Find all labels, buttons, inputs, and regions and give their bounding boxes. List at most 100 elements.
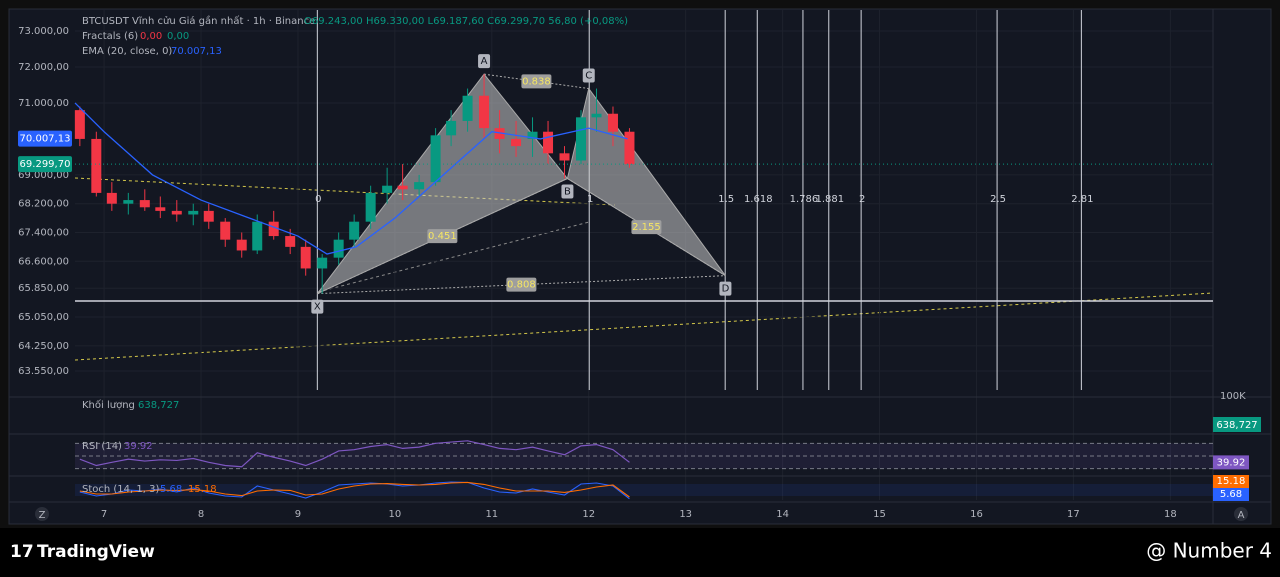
pattern-point: D — [722, 284, 730, 295]
stoch-box-label-d: 15.18 — [1217, 476, 1246, 487]
stoch-box-k — [1213, 488, 1249, 501]
rsi-box-label: 39.92 — [1217, 457, 1246, 468]
candle-body — [430, 135, 441, 183]
candle-body — [203, 210, 214, 222]
x-tick-label: 8 — [198, 509, 204, 520]
candle-body — [365, 192, 376, 222]
candle-body — [106, 192, 117, 204]
volume-label: Khối lượng — [82, 399, 135, 411]
ratio-label: 0.838 — [522, 76, 551, 87]
auto-button[interactable] — [1234, 507, 1248, 521]
candle-body — [171, 210, 182, 215]
ratio-box — [427, 229, 458, 244]
x-tick-label: 7 — [101, 509, 107, 520]
zoom-icon: Z — [39, 510, 46, 521]
fractal-up: 0,00 — [167, 31, 189, 42]
brand: TradingView — [37, 542, 155, 562]
volume-axis: 100K — [1220, 391, 1246, 402]
volume-box-value: 638,727 — [1216, 420, 1257, 431]
volume-box — [1213, 417, 1261, 432]
candle-body — [446, 120, 457, 136]
pattern-point-box — [719, 281, 732, 296]
price-box-label: 70.007,13 — [20, 134, 71, 145]
candle-body — [575, 117, 586, 161]
ema-label: EMA (20, close, 0) — [82, 46, 172, 57]
candle-body — [414, 182, 425, 190]
candle-body — [300, 246, 311, 269]
y-tick-label: 67.400,00 — [18, 227, 69, 238]
auto-icon: A — [1238, 510, 1245, 521]
candle-body — [543, 131, 554, 154]
stoch-d — [79, 481, 630, 498]
candle-body — [511, 138, 522, 147]
pattern-point-box — [311, 299, 324, 314]
ratio-label: 2.155 — [632, 222, 661, 233]
y-tick-label: 65.850,00 — [18, 283, 69, 294]
candle-body — [252, 221, 263, 251]
fractals: Fractals (6) — [82, 31, 138, 42]
y-tick-label: 66.600,00 — [18, 256, 69, 267]
y-tick-label: 65.050,00 — [18, 312, 69, 323]
stoch-k: 5.68 — [160, 484, 182, 495]
price-box-label: 69.299,70 — [20, 159, 71, 170]
logo-mark: 17 — [10, 542, 34, 562]
symbol: BTCUSDT Vĩnh cửu Giá gần nhất · 1h · Bin… — [82, 15, 315, 27]
candle-body — [397, 185, 408, 190]
pattern-point-box — [582, 68, 595, 83]
candle-body — [624, 131, 635, 165]
ema-value: 70.007,13 — [171, 46, 222, 57]
x-tick-label: 13 — [679, 509, 692, 520]
candle-body — [317, 257, 328, 269]
fib-label: 2.81 — [1071, 194, 1093, 205]
ratio-label: 0.808 — [507, 280, 536, 291]
candle-body — [479, 95, 490, 129]
x-tick-label: 12 — [582, 509, 595, 520]
trend-line — [317, 221, 590, 293]
candle-body — [591, 113, 602, 118]
fib-label: 0 — [315, 194, 321, 205]
y-tick-label: 63.550,00 — [18, 366, 69, 377]
ohlc: O69.243,00 H69.330,00 L69.187,60 C69.299… — [304, 16, 628, 27]
zoom-button[interactable] — [35, 507, 49, 521]
price-box — [18, 130, 72, 147]
stoch-label: Stoch (14, 1, 3) — [82, 484, 159, 495]
candle-body — [155, 207, 166, 211]
pattern-point: C — [585, 71, 592, 82]
stoch-box-label-k: 5.68 — [1220, 489, 1242, 500]
fib-label: 1.5 — [718, 194, 734, 205]
y-tick-label: 73.000,00 — [18, 26, 69, 37]
fib-label: 1 — [587, 194, 593, 205]
x-tick-label: 14 — [776, 509, 789, 520]
trend-line — [74, 292, 1214, 361]
pattern-point: B — [564, 187, 571, 198]
stoch-d: 15.18 — [188, 484, 217, 495]
pattern-point: A — [481, 56, 488, 67]
rsi-value: 39.92 — [124, 441, 153, 452]
pattern-point-box — [561, 184, 574, 199]
y-tick-label: 64.250,00 — [18, 341, 69, 352]
x-tick-label: 16 — [970, 509, 983, 520]
candle-body — [268, 221, 279, 237]
candle-body — [91, 138, 102, 193]
candle-body — [607, 113, 618, 132]
rsi-box — [1213, 455, 1249, 470]
x-tick-label: 17 — [1067, 509, 1080, 520]
stoch-k — [79, 481, 630, 500]
candle-body — [139, 200, 150, 208]
trend-line — [74, 177, 616, 206]
candle-body — [333, 239, 344, 258]
fib-label: 1.881 — [815, 194, 844, 205]
candle-body — [349, 221, 360, 240]
y-tick-label: 71.000,00 — [18, 98, 69, 109]
candle-body — [382, 185, 393, 193]
candle-body — [220, 221, 231, 240]
rsi-label: RSI (14) — [82, 441, 122, 452]
pattern-point-box — [478, 54, 491, 69]
candle-body — [462, 95, 473, 121]
volume-value: 638,727 — [138, 400, 179, 411]
x-tick-label: 11 — [485, 509, 498, 520]
main-pane: 73.000,00 72.000,00 71.000,00 69.000,00 68.2… — [9, 9, 1271, 524]
x-tick-label: 18 — [1164, 509, 1177, 520]
stoch-box-d — [1213, 475, 1249, 488]
